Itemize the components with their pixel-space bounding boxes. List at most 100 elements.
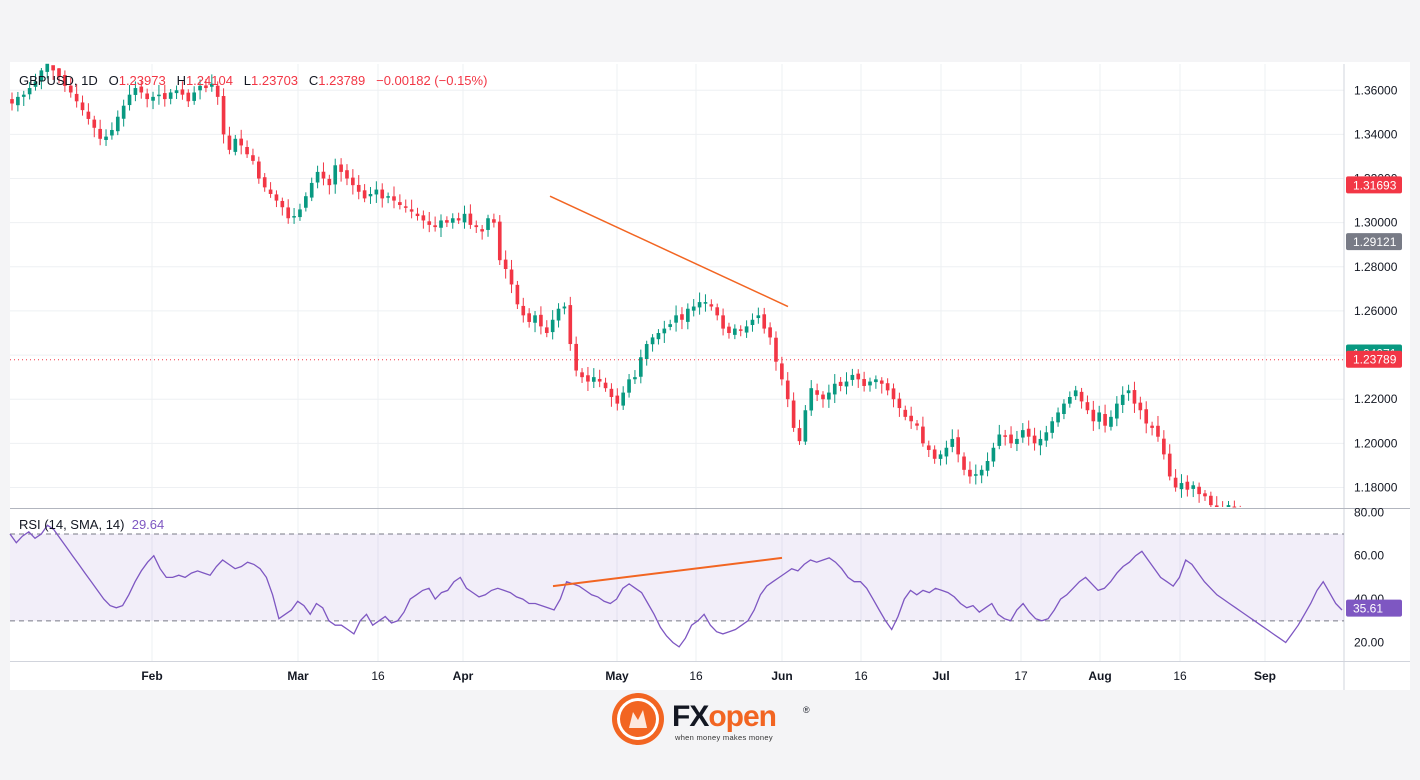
candle-body xyxy=(874,379,878,383)
candle-body xyxy=(574,343,578,371)
price-tick-label: 1.30000 xyxy=(1354,216,1398,230)
time-tick-label: Jun xyxy=(771,669,792,683)
candle-body xyxy=(621,392,626,406)
candle-body xyxy=(674,315,678,323)
candle-body xyxy=(521,305,526,316)
candle-body xyxy=(1156,425,1160,437)
candle-body xyxy=(586,375,590,382)
candle-body xyxy=(497,221,502,261)
candle-body xyxy=(27,88,32,95)
candle-body xyxy=(1115,403,1119,419)
candle-body xyxy=(1085,402,1090,411)
candle-body xyxy=(1179,483,1184,490)
candle-body xyxy=(862,379,866,386)
candle-body xyxy=(474,225,479,228)
candle-body xyxy=(1050,421,1055,433)
candle-body xyxy=(1150,425,1154,428)
candle-body xyxy=(709,304,714,307)
time-tick-label: Jul xyxy=(932,669,949,683)
candle-body xyxy=(456,218,461,221)
candle-body xyxy=(1032,435,1037,444)
candle-body xyxy=(174,90,179,94)
top-band xyxy=(0,0,1420,54)
time-tick-label: Feb xyxy=(141,669,162,683)
candle-body xyxy=(315,171,320,183)
candle-body xyxy=(597,378,602,382)
candle-body xyxy=(985,460,990,471)
candle-body xyxy=(885,383,890,391)
candle-body xyxy=(127,94,132,106)
candle-body xyxy=(544,327,549,334)
candle-body xyxy=(1173,477,1178,488)
candle-body xyxy=(691,306,696,311)
time-tick-label: May xyxy=(605,669,629,683)
rsi-value: 29.64 xyxy=(131,517,165,532)
candle-body xyxy=(1109,416,1113,427)
candle-body xyxy=(744,326,749,333)
candle-body xyxy=(16,96,20,106)
candle-body xyxy=(756,315,761,319)
candle-body xyxy=(133,88,138,95)
rsi-label: RSI (14, SMA, 14) xyxy=(19,517,125,532)
rsi-line xyxy=(9,524,1343,648)
candle-body xyxy=(527,313,531,322)
candle-body xyxy=(333,165,338,185)
candle-body xyxy=(374,189,379,195)
price-tick-label: 1.18000 xyxy=(1354,480,1398,494)
candle-body xyxy=(803,410,808,442)
candle-body xyxy=(427,221,432,225)
high-value: 1.24104 xyxy=(185,73,233,88)
candle-body xyxy=(997,434,1002,446)
price-tick-label: 1.34000 xyxy=(1354,127,1398,141)
time-tick-label: 16 xyxy=(371,669,385,683)
candle-body xyxy=(104,136,108,140)
candle-body xyxy=(392,196,396,201)
price-badge-label: 1.29121 xyxy=(1353,235,1397,249)
candle-body xyxy=(1091,409,1096,422)
brand-tagline: when money makes money xyxy=(675,733,773,742)
candle-body xyxy=(1214,505,1219,507)
candle-body xyxy=(503,259,508,270)
candle-body xyxy=(668,324,673,327)
candle-body xyxy=(832,383,837,395)
candle-body xyxy=(821,394,825,400)
candle-body xyxy=(274,194,279,201)
candle-body xyxy=(562,306,567,309)
candle-body xyxy=(650,337,655,345)
candle-body xyxy=(233,138,238,152)
candle-body xyxy=(962,456,966,470)
candle-body xyxy=(45,63,50,72)
candle-body xyxy=(727,326,731,334)
candle-body xyxy=(868,381,872,386)
candle-body xyxy=(603,382,608,389)
close-label: C xyxy=(308,73,319,88)
candle-body xyxy=(86,111,91,119)
candle-body xyxy=(644,344,649,360)
candle-body xyxy=(785,380,790,400)
candle-body xyxy=(239,138,244,146)
candle-body xyxy=(926,445,931,450)
time-tick-label: Mar xyxy=(287,669,309,683)
candle-body xyxy=(897,398,902,409)
candle-body xyxy=(21,94,26,97)
candle-body xyxy=(445,220,449,223)
candle-body xyxy=(539,314,543,327)
candle-body xyxy=(780,363,784,380)
candle-body xyxy=(57,68,61,78)
candle-body xyxy=(386,196,390,198)
candle-body xyxy=(227,135,232,150)
symbol-label: GBPUSD, 1D xyxy=(19,73,98,88)
rsi-badge xyxy=(1346,599,1402,617)
candle-body xyxy=(768,327,772,338)
candle-body xyxy=(157,94,161,97)
candle-body xyxy=(956,437,960,455)
low-label: L xyxy=(243,73,252,88)
candle-body xyxy=(351,177,355,186)
change-value: −0.00182 (−0.15%) xyxy=(376,73,488,88)
candle-body xyxy=(1167,453,1172,477)
candle-body xyxy=(1062,403,1066,414)
candle-body xyxy=(421,215,426,221)
open-value: 1.23973 xyxy=(118,73,166,88)
fxopen-logo-icon xyxy=(612,693,664,745)
